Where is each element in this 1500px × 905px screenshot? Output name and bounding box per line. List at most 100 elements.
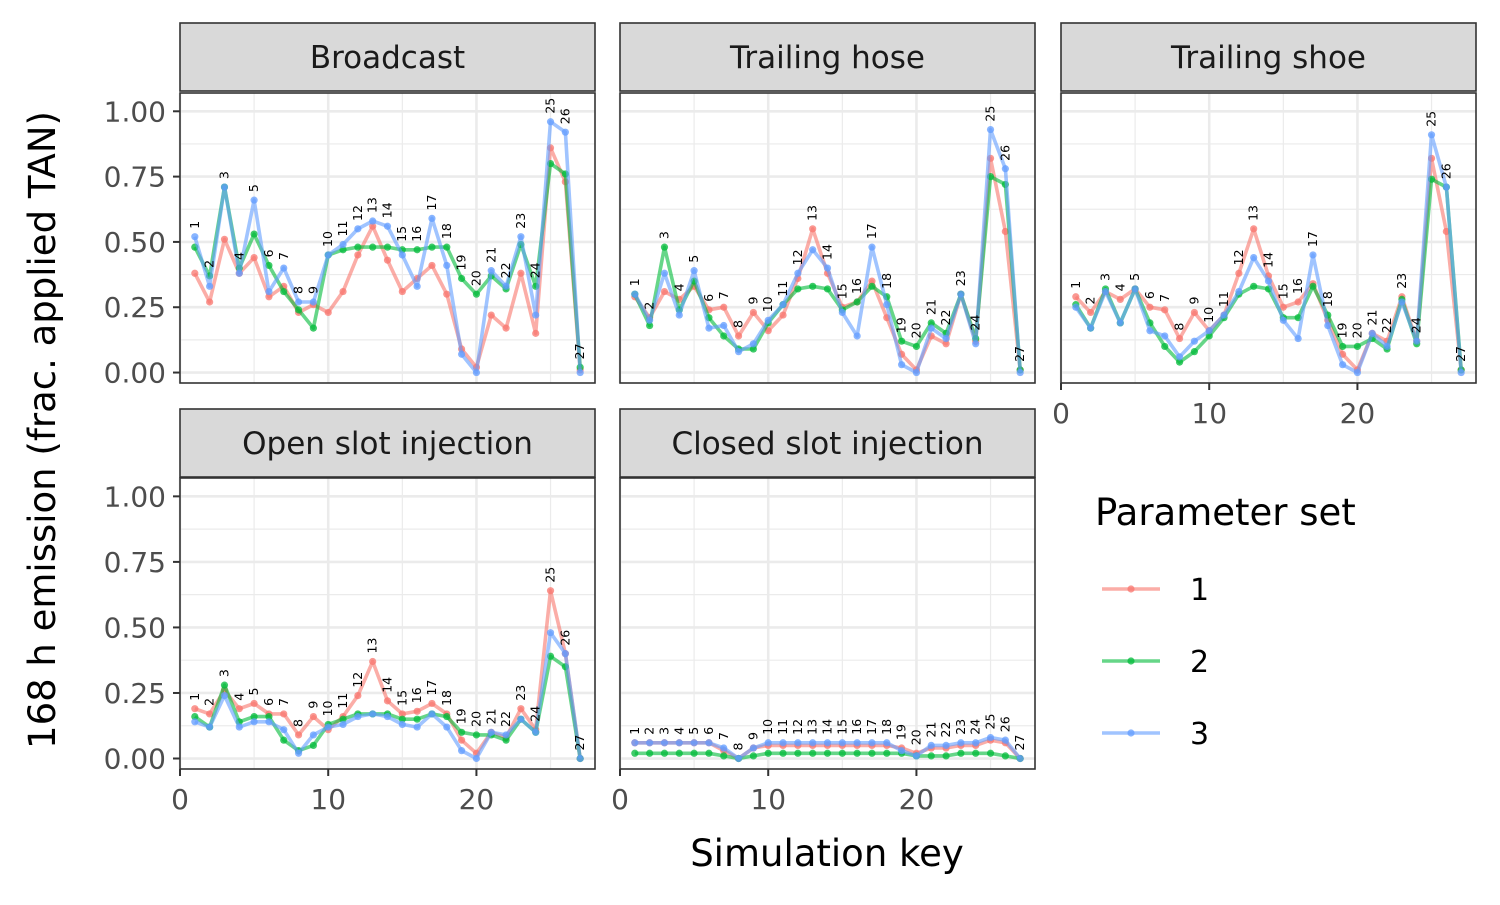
data-point-3-26 (561, 128, 569, 136)
data-point-3-11 (779, 301, 787, 309)
point-label-17: 17 (864, 223, 879, 239)
data-point-3-16 (853, 332, 861, 340)
point-label-7: 7 (276, 698, 291, 706)
data-point-3-25 (546, 118, 555, 126)
data-point-2-20 (1353, 342, 1362, 351)
data-point-3-13 (809, 739, 817, 747)
point-label-3: 3 (1098, 273, 1113, 281)
data-point-2-1 (191, 712, 199, 721)
data-point-3-1 (191, 233, 199, 241)
data-point-1-5 (250, 699, 258, 708)
data-point-3-22 (502, 731, 510, 739)
facet-strip-broadcast (179, 22, 596, 92)
data-point-3-2 (646, 316, 654, 324)
data-point-3-25 (986, 125, 995, 134)
data-point-3-6 (705, 324, 713, 332)
data-point-3-4 (675, 311, 683, 319)
point-label-19: 19 (894, 724, 909, 740)
data-point-2-13 (1250, 282, 1258, 290)
point-label-16: 16 (409, 226, 424, 242)
data-point-3-11 (779, 739, 787, 747)
point-label-3: 3 (656, 727, 671, 735)
point-label-24: 24 (968, 315, 983, 331)
point-label-10: 10 (760, 296, 775, 312)
point-label-9: 9 (745, 297, 760, 305)
data-point-1-1 (1072, 293, 1080, 301)
data-point-1-8 (294, 731, 303, 739)
point-label-10: 10 (760, 719, 775, 735)
x-tick-label: 10 (750, 783, 786, 816)
point-label-11: 11 (775, 281, 790, 297)
point-label-8: 8 (291, 286, 306, 294)
point-label-20: 20 (1349, 322, 1364, 338)
point-label-27: 27 (1012, 735, 1027, 751)
point-label-4: 4 (671, 727, 686, 735)
data-point-3-20 (912, 752, 921, 760)
point-label-14: 14 (819, 719, 834, 735)
point-label-14: 14 (1260, 252, 1275, 268)
data-point-3-25 (1427, 131, 1436, 139)
panel-background (620, 93, 1035, 383)
data-point-1-11 (339, 287, 347, 296)
data-point-3-24 (1413, 337, 1421, 345)
data-point-3-5 (1131, 285, 1139, 293)
data-point-3-23 (517, 233, 525, 241)
data-point-3-7 (720, 744, 728, 752)
data-point-1-17 (428, 699, 436, 708)
data-point-3-23 (517, 715, 525, 723)
point-label-10: 10 (320, 700, 335, 716)
facet-strip-trailing-shoe (1060, 22, 1477, 92)
data-point-1-22 (502, 324, 510, 332)
legend-entry-2: 2 (1102, 645, 1209, 680)
x-tick-label: 0 (611, 783, 629, 816)
series-3-broadcast (191, 118, 584, 377)
y-tick-label: 0.25 (104, 677, 166, 710)
data-point-3-17 (428, 710, 436, 718)
data-point-3-23 (1398, 298, 1406, 306)
data-point-3-10 (324, 251, 332, 259)
point-label-26: 26 (1438, 163, 1453, 179)
data-point-3-13 (369, 710, 377, 718)
panel-background (620, 478, 1035, 769)
data-point-3-19 (458, 350, 466, 358)
series-3-trailing-shoe (1072, 131, 1465, 377)
point-label-12: 12 (790, 719, 805, 735)
data-point-3-15 (398, 251, 406, 259)
data-point-3-21 (927, 324, 935, 332)
point-label-14: 14 (380, 202, 395, 218)
data-point-1-23 (517, 269, 525, 277)
point-label-17: 17 (864, 719, 879, 735)
data-point-3-4 (1116, 319, 1124, 327)
data-point-1-7 (720, 303, 728, 311)
point-label-16: 16 (849, 278, 864, 294)
data-point-1-23 (517, 705, 525, 713)
data-point-2-24 (972, 749, 980, 757)
point-label-23: 23 (953, 719, 968, 735)
point-label-2: 2 (202, 260, 217, 268)
data-point-3-12 (354, 712, 362, 721)
data-point-1-12 (354, 251, 362, 259)
data-point-3-5 (250, 196, 258, 204)
data-point-2-5 (250, 712, 258, 721)
data-point-1-21 (487, 311, 495, 319)
data-point-1-3 (220, 235, 229, 243)
data-point-2-14 (383, 243, 392, 251)
data-point-2-12 (354, 243, 362, 251)
data-point-3-2 (646, 739, 654, 747)
data-point-2-6 (265, 261, 273, 270)
data-point-3-22 (1383, 342, 1391, 351)
point-label-3: 3 (216, 171, 231, 179)
series-3-closed-slot-injection (631, 733, 1024, 763)
data-point-2-16 (413, 715, 421, 723)
y-tick-label: 1.00 (104, 480, 166, 513)
data-point-1-10 (324, 308, 332, 317)
point-label-22: 22 (938, 722, 953, 738)
data-point-2-19 (1339, 342, 1347, 351)
data-point-1-25 (546, 587, 555, 595)
data-point-3-23 (957, 290, 965, 298)
point-label-10: 10 (320, 231, 335, 247)
data-point-1-6 (265, 293, 273, 301)
data-point-2-9 (309, 324, 317, 332)
series-1-broadcast (191, 144, 584, 374)
